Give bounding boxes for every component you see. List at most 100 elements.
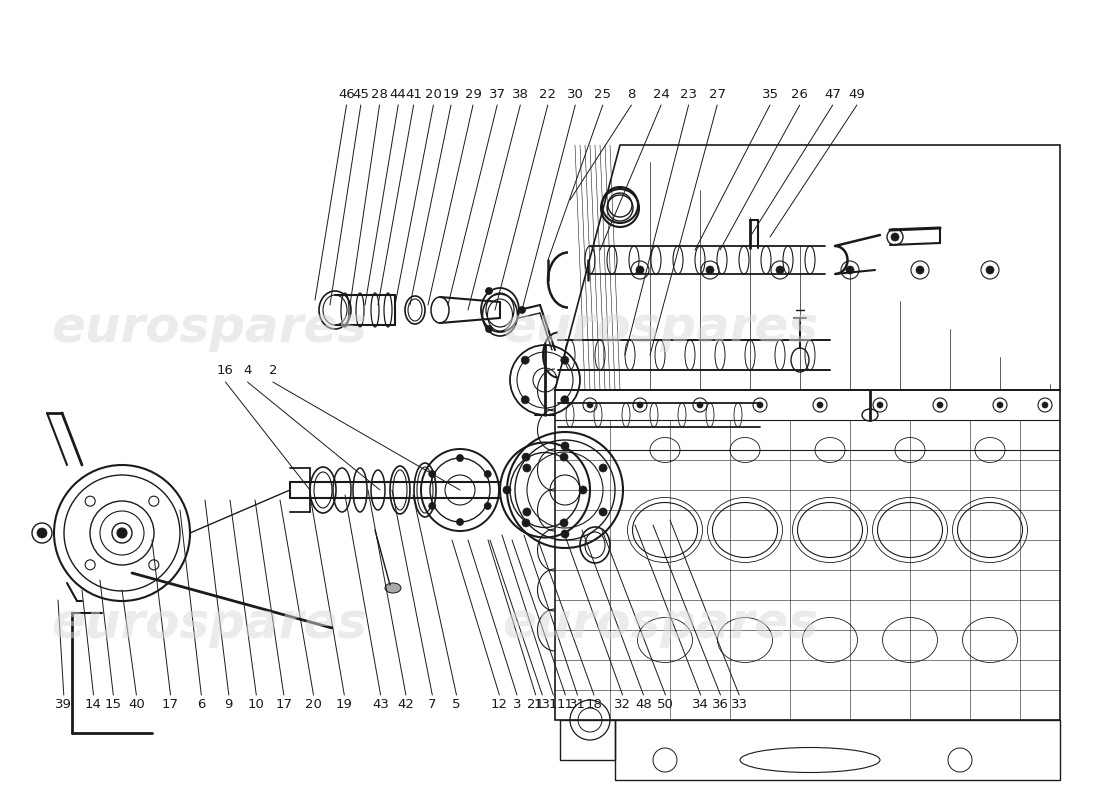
Circle shape	[916, 266, 924, 274]
Circle shape	[522, 464, 531, 472]
Text: 13: 13	[534, 698, 551, 711]
Circle shape	[522, 453, 530, 461]
Circle shape	[561, 442, 569, 450]
Text: 10: 10	[248, 698, 265, 711]
Text: 12: 12	[491, 698, 508, 711]
Text: 20: 20	[425, 89, 442, 102]
Circle shape	[757, 402, 763, 408]
Text: 40: 40	[128, 698, 145, 711]
Text: 9: 9	[224, 698, 233, 711]
Circle shape	[112, 523, 132, 543]
Text: 37: 37	[488, 89, 506, 102]
Circle shape	[636, 266, 644, 274]
Text: 3: 3	[513, 698, 521, 711]
Text: 14: 14	[85, 698, 102, 711]
Circle shape	[877, 402, 883, 408]
Circle shape	[937, 402, 943, 408]
Text: 15: 15	[104, 698, 122, 711]
Text: 47: 47	[824, 89, 842, 102]
Text: 42: 42	[397, 698, 415, 711]
Text: 4: 4	[243, 363, 252, 377]
Text: 31: 31	[569, 698, 586, 711]
Circle shape	[503, 486, 512, 494]
Text: 29: 29	[464, 89, 482, 102]
Text: 39: 39	[55, 698, 73, 711]
Circle shape	[561, 530, 569, 538]
Text: 21: 21	[527, 698, 544, 711]
Circle shape	[522, 508, 531, 516]
Text: 35: 35	[761, 89, 779, 102]
Text: 33: 33	[730, 698, 748, 711]
Text: 26: 26	[791, 89, 808, 102]
Circle shape	[817, 402, 823, 408]
Circle shape	[117, 528, 126, 538]
Text: 25: 25	[594, 89, 612, 102]
Ellipse shape	[385, 583, 402, 593]
Text: 30: 30	[566, 89, 584, 102]
Text: eurospares: eurospares	[502, 304, 818, 352]
Text: 41: 41	[405, 89, 422, 102]
Text: 23: 23	[680, 89, 697, 102]
Circle shape	[429, 502, 436, 510]
Circle shape	[561, 356, 569, 364]
Circle shape	[521, 356, 529, 364]
Circle shape	[518, 306, 526, 314]
Circle shape	[776, 266, 784, 274]
Text: 8: 8	[627, 89, 636, 102]
Circle shape	[456, 518, 463, 526]
Circle shape	[561, 396, 569, 404]
Text: 36: 36	[712, 698, 729, 711]
Circle shape	[600, 508, 607, 516]
Circle shape	[37, 528, 47, 538]
Text: 1: 1	[549, 698, 558, 711]
Text: 50: 50	[657, 698, 674, 711]
Text: 43: 43	[372, 698, 389, 711]
Text: eurospares: eurospares	[502, 600, 818, 648]
Text: 7: 7	[428, 698, 437, 711]
Circle shape	[637, 402, 644, 408]
Text: 18: 18	[585, 698, 603, 711]
Text: 17: 17	[162, 698, 179, 711]
Circle shape	[484, 502, 492, 510]
Circle shape	[521, 396, 529, 404]
Text: 2: 2	[268, 363, 277, 377]
Circle shape	[697, 402, 703, 408]
Circle shape	[1042, 402, 1048, 408]
Circle shape	[485, 326, 493, 333]
Circle shape	[986, 266, 994, 274]
Circle shape	[706, 266, 714, 274]
Text: 38: 38	[512, 89, 529, 102]
Circle shape	[846, 266, 854, 274]
Circle shape	[587, 402, 593, 408]
Circle shape	[997, 402, 1003, 408]
Text: 22: 22	[539, 89, 557, 102]
Text: 27: 27	[708, 89, 726, 102]
Text: 19: 19	[336, 698, 353, 711]
Text: 49: 49	[848, 89, 866, 102]
Text: 20: 20	[305, 698, 322, 711]
Circle shape	[560, 519, 568, 527]
Text: 32: 32	[614, 698, 631, 711]
Circle shape	[579, 486, 587, 494]
Text: 44: 44	[389, 89, 407, 102]
Text: 28: 28	[371, 89, 388, 102]
Text: 24: 24	[652, 89, 670, 102]
Circle shape	[456, 454, 463, 462]
Circle shape	[891, 233, 899, 241]
Text: 11: 11	[557, 698, 574, 711]
Text: 46: 46	[338, 89, 355, 102]
Circle shape	[429, 470, 436, 478]
Text: 45: 45	[352, 89, 370, 102]
Text: 19: 19	[442, 89, 460, 102]
Text: 34: 34	[692, 698, 710, 711]
Text: 48: 48	[635, 698, 652, 711]
Text: eurospares: eurospares	[51, 600, 367, 648]
Circle shape	[522, 519, 530, 527]
Circle shape	[484, 470, 492, 478]
Text: eurospares: eurospares	[51, 304, 367, 352]
Text: 6: 6	[197, 698, 206, 711]
Text: 5: 5	[452, 698, 461, 711]
Text: 16: 16	[217, 363, 234, 377]
Circle shape	[600, 464, 607, 472]
Text: 17: 17	[275, 698, 293, 711]
